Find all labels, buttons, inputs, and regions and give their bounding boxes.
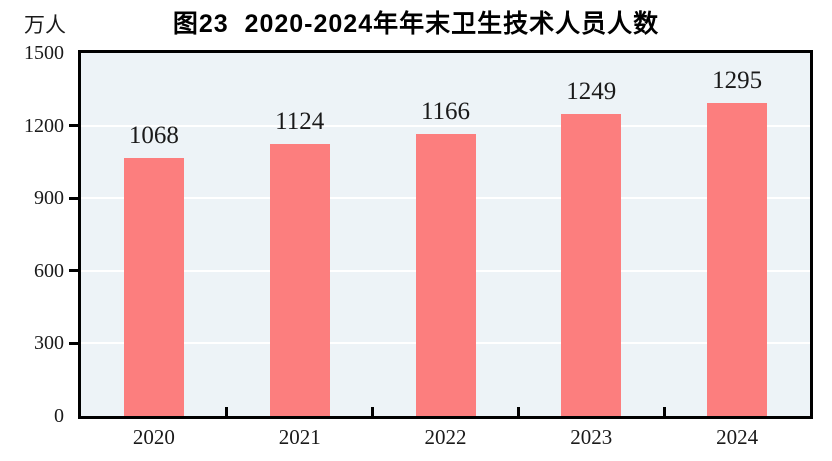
gridline xyxy=(81,124,810,127)
bar-2021 xyxy=(269,144,330,416)
x-axis-tick xyxy=(371,407,375,416)
bar-2023 xyxy=(561,113,622,416)
y-axis-tick xyxy=(69,341,78,345)
x-axis-tick-label-2022: 2022 xyxy=(424,425,467,449)
bar-value-label-2023: 1249 xyxy=(566,77,617,105)
y-axis-tick-label-300: 300 xyxy=(34,332,64,355)
y-axis-tick xyxy=(69,269,78,273)
y-axis-tick-label-0: 0 xyxy=(54,405,64,427)
x-axis-tick xyxy=(662,407,666,416)
x-axis-tick-label-2023: 2023 xyxy=(570,425,613,449)
bar-value-label-2022: 1166 xyxy=(420,97,471,125)
y-axis-tick xyxy=(69,196,78,200)
bar-value-label-2020: 1068 xyxy=(128,121,179,149)
y-axis-tick xyxy=(69,124,78,128)
x-axis-tick-label-2021: 2021 xyxy=(278,425,321,449)
bar-value-label-2024: 1295 xyxy=(712,66,763,94)
plot-area: 1068 1124 1166 1249 1295 xyxy=(78,50,813,419)
bar-2022 xyxy=(415,133,476,416)
bar-2020 xyxy=(123,157,184,416)
bar-value-label-2021: 1124 xyxy=(275,108,325,135)
chart-title: 图23 2020-2024年年末卫生技术人员人数 xyxy=(172,10,660,38)
x-axis-tick-label-2024: 2024 xyxy=(716,425,759,449)
x-axis-tick xyxy=(516,407,520,416)
y-axis-tick-label-900: 900 xyxy=(34,187,64,210)
y-axis-tick-label-600: 600 xyxy=(34,259,64,282)
bar-2024 xyxy=(707,102,768,416)
x-axis-tick-label-2020: 2020 xyxy=(132,425,175,449)
y-axis-tick-label-1200: 1200 xyxy=(24,114,64,137)
y-axis-unit-label: 万人 xyxy=(24,13,66,37)
y-axis-tick-label-1500: 1500 xyxy=(24,42,64,64)
x-axis-tick xyxy=(225,407,229,416)
